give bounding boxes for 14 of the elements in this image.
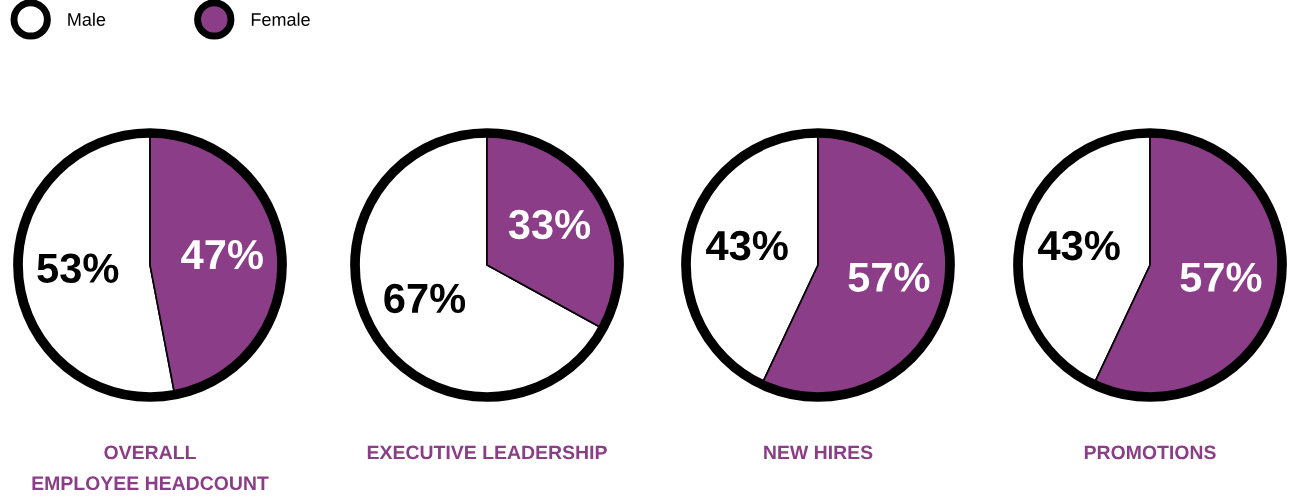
data-label: 67% — [384, 283, 466, 314]
data-label: 57% — [1180, 262, 1262, 293]
data-label: 57% — [848, 262, 930, 293]
text: EXECUTIVE LEADERSHIP — [367, 445, 607, 460]
data-label: 33% — [508, 209, 591, 240]
data-label: 47% — [181, 239, 263, 270]
legend-label: Female — [251, 12, 310, 26]
legend-label: Male — [68, 12, 106, 26]
data-label: 43% — [706, 230, 788, 261]
data-label: 53% — [37, 253, 119, 284]
text: PROMOTIONS — [1084, 445, 1216, 460]
text: OVERALL EMPLOYEE HEADCOUNT — [32, 445, 269, 491]
text: NEW HIRES — [764, 445, 873, 460]
data-label: 43% — [1038, 230, 1120, 261]
